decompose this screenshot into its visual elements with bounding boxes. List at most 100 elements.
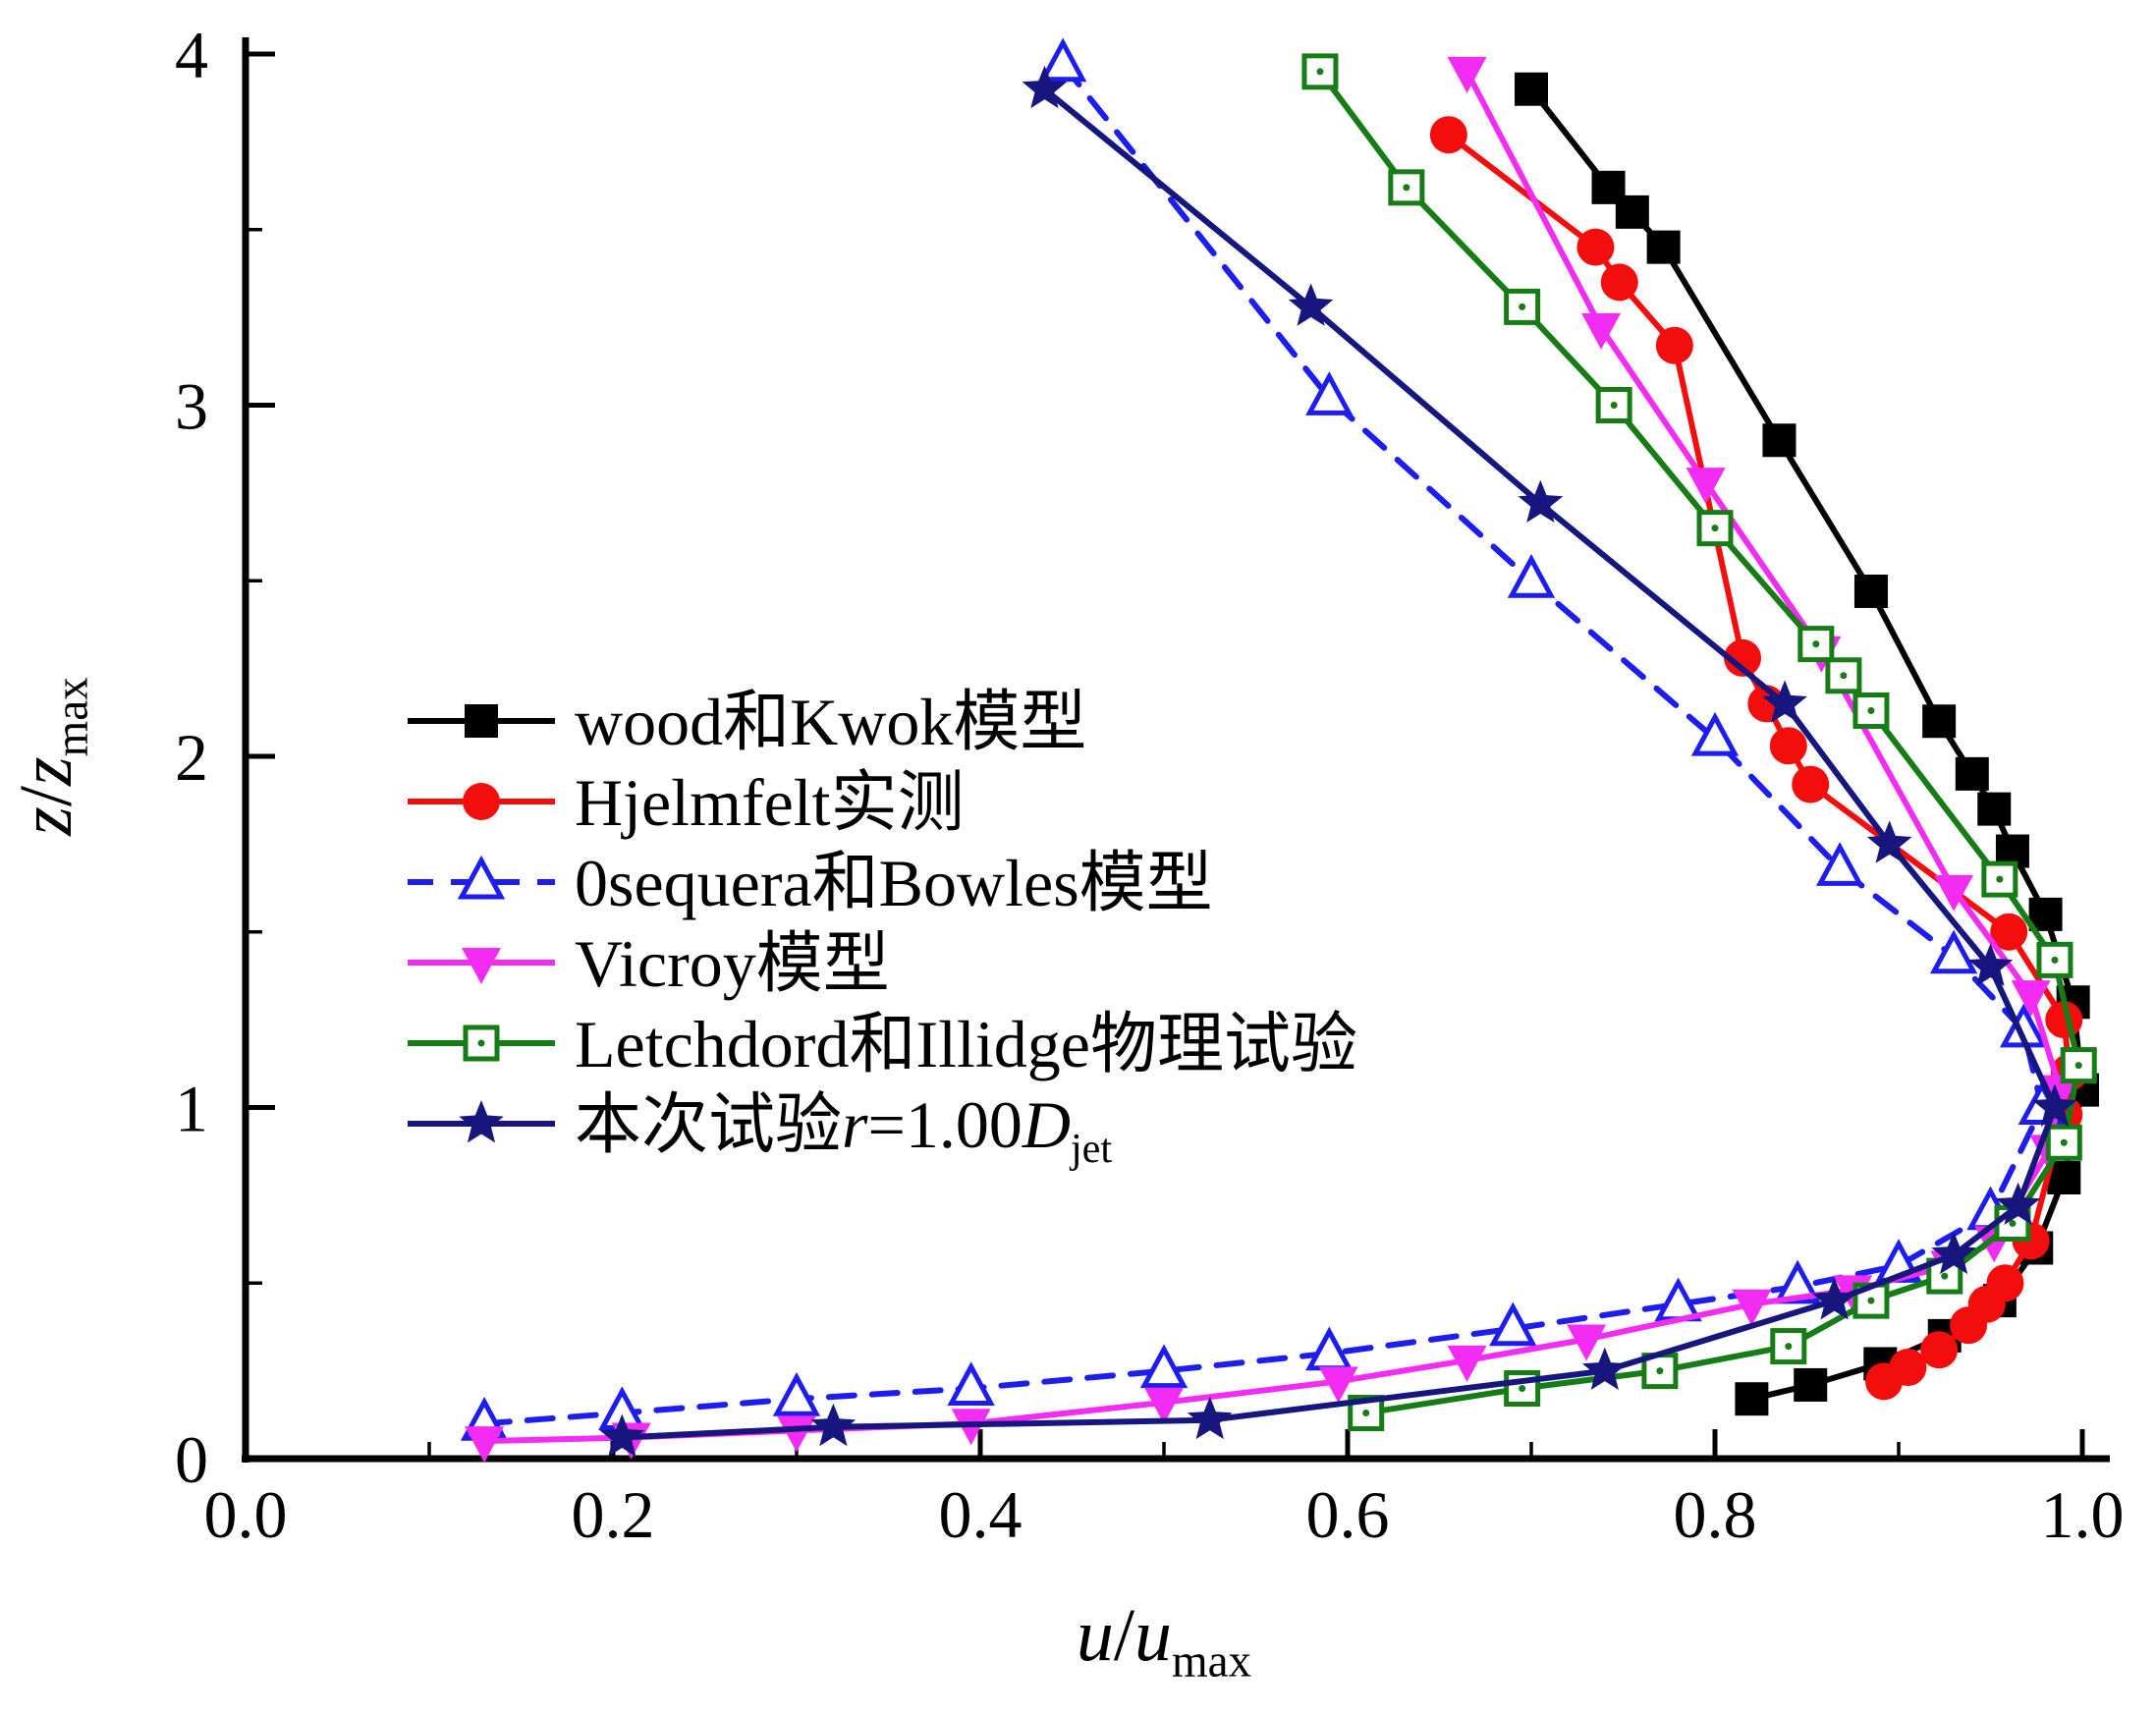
triangle-up-marker — [457, 855, 506, 900]
y-axis-title: z/zmax — [5, 677, 98, 836]
y-tick-label: 3 — [175, 369, 208, 444]
star-marker — [1518, 479, 1564, 523]
series-3 — [465, 56, 2080, 1464]
open-square-dot — [1996, 875, 2004, 883]
star-marker — [2032, 1083, 2077, 1127]
open-square-dot — [1403, 184, 1410, 192]
circle-marker — [1600, 263, 1638, 302]
star-marker — [1931, 1231, 1976, 1275]
circle-marker — [1990, 913, 2028, 951]
triangle-down-marker — [1686, 468, 1726, 505]
x-tick-label: 1.0 — [2041, 1477, 2125, 1552]
triangle-up-marker — [1815, 842, 1864, 886]
triangle-down-marker — [777, 1415, 816, 1453]
open-square-dot — [1656, 1367, 1664, 1375]
square-marker — [1615, 194, 1649, 229]
square-marker — [1955, 756, 1989, 791]
open-square-dot — [2051, 956, 2059, 964]
circle-marker — [1655, 326, 1693, 364]
series-1 — [1429, 116, 2088, 1401]
triangle-up-marker — [947, 1361, 995, 1406]
tick-labels: 0.0 0.2 0.4 0.6 0.8 1.0 0 1 2 3 4 — [175, 18, 2125, 1552]
open-square-dot — [1812, 640, 1820, 648]
circle-marker — [1792, 765, 1830, 803]
triangle-up-marker — [1489, 1301, 1537, 1347]
triangle-up-marker — [1773, 1259, 1822, 1304]
square-marker — [1762, 423, 1797, 458]
square-marker — [1922, 704, 1957, 739]
legend-label: 本次试验r=1.00Djet — [575, 1087, 1112, 1172]
circle-marker — [1865, 1362, 1904, 1401]
open-square-dot — [1519, 303, 1526, 310]
square-marker — [1977, 792, 2012, 826]
triangle-down-marker — [462, 948, 501, 984]
triangle-up-marker — [1690, 711, 1740, 756]
star-marker — [1022, 65, 1068, 109]
triangle-down-marker — [1732, 1289, 1772, 1326]
square-marker — [1646, 230, 1681, 264]
triangle-up-marker — [1929, 929, 1978, 974]
x-tick-label: 0.4 — [939, 1477, 1023, 1552]
open-square-dot — [1610, 402, 1618, 409]
legend-label: 0sequera和Bowles模型 — [575, 846, 1213, 920]
circle-marker — [1429, 116, 1467, 154]
triangle-down-marker — [1144, 1387, 1184, 1424]
star-marker — [1967, 943, 2014, 986]
x-tick-label: 0.0 — [204, 1477, 288, 1552]
axes — [242, 37, 2110, 1463]
star-marker — [1995, 1182, 2041, 1225]
circle-marker — [1950, 1306, 1988, 1345]
y-tick-label: 0 — [175, 1422, 208, 1497]
triangle-up-marker — [1139, 1344, 1189, 1389]
circle-marker — [463, 783, 500, 820]
triangle-down-marker — [1934, 874, 1974, 912]
x-tick-label: 0.2 — [572, 1477, 655, 1552]
open-square-dot — [2060, 1138, 2068, 1146]
triangle-up-marker — [1305, 371, 1354, 415]
y-tick-label: 2 — [175, 720, 208, 795]
series-line — [619, 85, 2058, 1441]
circle-marker — [1724, 638, 1762, 677]
star-marker — [1811, 1277, 1857, 1320]
triangle-down-marker — [1567, 1324, 1607, 1361]
x-axis-title: u/umax — [1077, 1594, 1251, 1688]
circle-marker — [1920, 1331, 1959, 1369]
legend-label: Hjelmfelt实测 — [575, 765, 965, 840]
open-square-dot — [477, 1039, 485, 1047]
triangle-down-marker — [1447, 1345, 1487, 1382]
open-square-dot — [1840, 672, 1848, 680]
open-square-dot — [1867, 1297, 1875, 1304]
star-marker — [459, 1100, 504, 1143]
y-tick-label: 1 — [175, 1072, 208, 1146]
square-marker — [465, 704, 498, 738]
open-square-marker — [2060, 1047, 2097, 1084]
open-square-dot — [1867, 707, 1875, 715]
open-square-dot — [1785, 1343, 1793, 1351]
triangle-down-marker — [2011, 980, 2051, 1018]
open-square-dot — [2074, 1062, 2082, 1070]
circle-marker — [1576, 228, 1615, 266]
series-5 — [599, 65, 2077, 1457]
square-marker — [1853, 574, 1888, 608]
open-square-dot — [1519, 1385, 1526, 1392]
open-square-dot — [1711, 525, 1719, 532]
series-2 — [460, 37, 2067, 1441]
open-square-dot — [1316, 68, 1324, 76]
triangle-down-marker — [1318, 1366, 1358, 1404]
legend-label: Vicroy模型 — [575, 926, 890, 1001]
open-square-marker — [1595, 387, 1632, 423]
legend-label: wood和Kwok模型 — [575, 685, 1086, 759]
triangle-down-marker — [2040, 1075, 2080, 1112]
star-marker — [1582, 1347, 1628, 1390]
open-square-dot — [1941, 1272, 1949, 1280]
open-square-marker — [1770, 1328, 1807, 1365]
legend-label: Letchdord和Illidge物理试验 — [575, 1007, 1357, 1081]
x-tick-label: 0.8 — [1674, 1477, 1757, 1552]
circle-marker — [1769, 727, 1807, 765]
y-tick-label: 4 — [175, 18, 208, 92]
square-marker — [1794, 1367, 1828, 1402]
triangle-down-marker — [1447, 56, 1487, 93]
star-marker — [1288, 283, 1334, 326]
